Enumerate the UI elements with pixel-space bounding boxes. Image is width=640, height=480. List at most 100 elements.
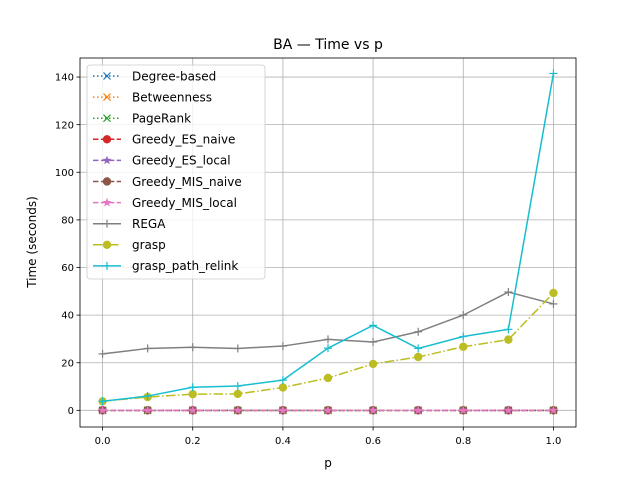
y-tick-label: 80: [61, 215, 74, 226]
legend-marker: [103, 114, 111, 123]
legend-entry: Greedy_MIS_local: [93, 196, 237, 210]
data-point: [188, 383, 197, 392]
data-point: [548, 405, 559, 415]
data-point: [504, 335, 513, 344]
legend-marker: [102, 155, 112, 165]
y-tick-label: 0: [68, 406, 74, 417]
legend-marker: [103, 219, 111, 228]
data-point: [413, 405, 423, 415]
x-axis: 0.0 0.2 0.4 0.6 0.8 1.0: [95, 427, 562, 447]
legend-label: Greedy_ES_naive: [132, 133, 235, 147]
x-tick-label: 0.8: [455, 436, 471, 447]
chart-title: BA — Time vs p: [273, 37, 383, 53]
y-axis-label: Time (seconds): [25, 196, 39, 289]
data-point: [369, 338, 378, 347]
data-point: [503, 405, 513, 415]
data-point: [323, 373, 333, 383]
y-axis: 0 20 40 60 80 100 120 140: [55, 73, 80, 417]
data-point: [324, 335, 332, 344]
data-point: [549, 288, 558, 298]
data-point: [97, 405, 108, 415]
data-point: [233, 405, 243, 415]
data-point: [324, 344, 332, 353]
data-point: [369, 321, 378, 330]
data-point: [278, 342, 287, 351]
legend-marker: [102, 197, 112, 207]
data-point: [549, 69, 558, 78]
data-point: [368, 359, 378, 369]
data-point: [278, 405, 288, 415]
data-point: [414, 327, 423, 336]
data-point: [549, 299, 558, 308]
data-point: [414, 344, 423, 353]
series-Greedy_MIS_local: [97, 405, 559, 415]
x-tick-label: 0.4: [275, 436, 291, 447]
data-point: [143, 405, 153, 415]
data-point: [98, 349, 107, 358]
legend-marker: [103, 93, 111, 102]
legend-label: grasp: [132, 238, 166, 252]
y-tick-label: 40: [61, 311, 74, 322]
legend-label: Greedy_MIS_local: [132, 196, 237, 210]
data-point: [233, 382, 242, 391]
data-point: [188, 405, 198, 415]
data-point: [459, 332, 468, 341]
x-tick-label: 0.6: [365, 436, 381, 447]
data-point: [459, 342, 468, 351]
legend-label: PageRank: [132, 112, 191, 126]
data-point: [504, 288, 513, 297]
y-tick-label: 100: [55, 168, 74, 179]
data-point: [368, 405, 378, 415]
data-point: [233, 389, 243, 399]
legend-entry: Greedy_MIS_naive: [93, 175, 242, 189]
data-point: [278, 383, 288, 392]
y-tick-label: 140: [55, 73, 74, 84]
legend-box: [86, 64, 266, 280]
x-tick-label: 0.0: [95, 436, 111, 447]
legend-entry: Betweenness: [93, 90, 212, 104]
legend-entry: Greedy_ES_local: [93, 154, 231, 168]
plot-frame: [79, 57, 577, 428]
legend-label: Degree-based: [132, 69, 216, 83]
x-tick-label: 1.0: [546, 436, 562, 447]
legend-marker: [102, 177, 112, 186]
legend-label: Betweenness: [132, 90, 212, 104]
data-point: [143, 392, 152, 401]
y-tick-label: 20: [61, 358, 74, 369]
legend-entry: grasp: [93, 238, 166, 252]
x-axis-label: p: [324, 456, 332, 470]
legend: Degree-based Betweenness PageRank Greedy_ES…: [86, 64, 266, 280]
data-point: [459, 311, 468, 320]
legend-entry: PageRank: [93, 112, 191, 126]
legend-marker: [102, 240, 112, 249]
data-point: [143, 344, 152, 353]
data-point: [323, 405, 333, 415]
legend-marker: [102, 135, 112, 144]
data-point: [413, 352, 423, 362]
legend-label: REGA: [132, 217, 166, 231]
data-point: [278, 376, 287, 385]
legend-label: grasp_path_relink: [132, 259, 238, 273]
legend-label: Greedy_MIS_naive: [132, 175, 242, 189]
legend-entry: Degree-based: [93, 69, 216, 83]
series-layer: [97, 69, 559, 415]
data-point: [98, 397, 107, 406]
legend-entry: grasp_path_relink: [93, 259, 238, 273]
y-tick-label: 60: [61, 263, 74, 274]
legend-label: Greedy_ES_local: [132, 154, 231, 168]
data-point: [504, 325, 513, 334]
data-point: [233, 344, 242, 353]
series-REGA: [98, 288, 558, 358]
series-grasp_path_relink: [98, 69, 558, 406]
legend-marker: [103, 261, 111, 270]
data-point: [188, 389, 197, 399]
legend-marker: [103, 72, 111, 80]
data-point: [188, 343, 197, 352]
x-tick-label: 0.2: [185, 436, 201, 447]
data-point: [458, 405, 468, 415]
series-grasp: [98, 288, 558, 406]
legend-entry: Greedy_ES_naive: [93, 133, 235, 147]
legend-entry: REGA: [93, 217, 166, 231]
y-tick-label: 120: [55, 120, 74, 131]
